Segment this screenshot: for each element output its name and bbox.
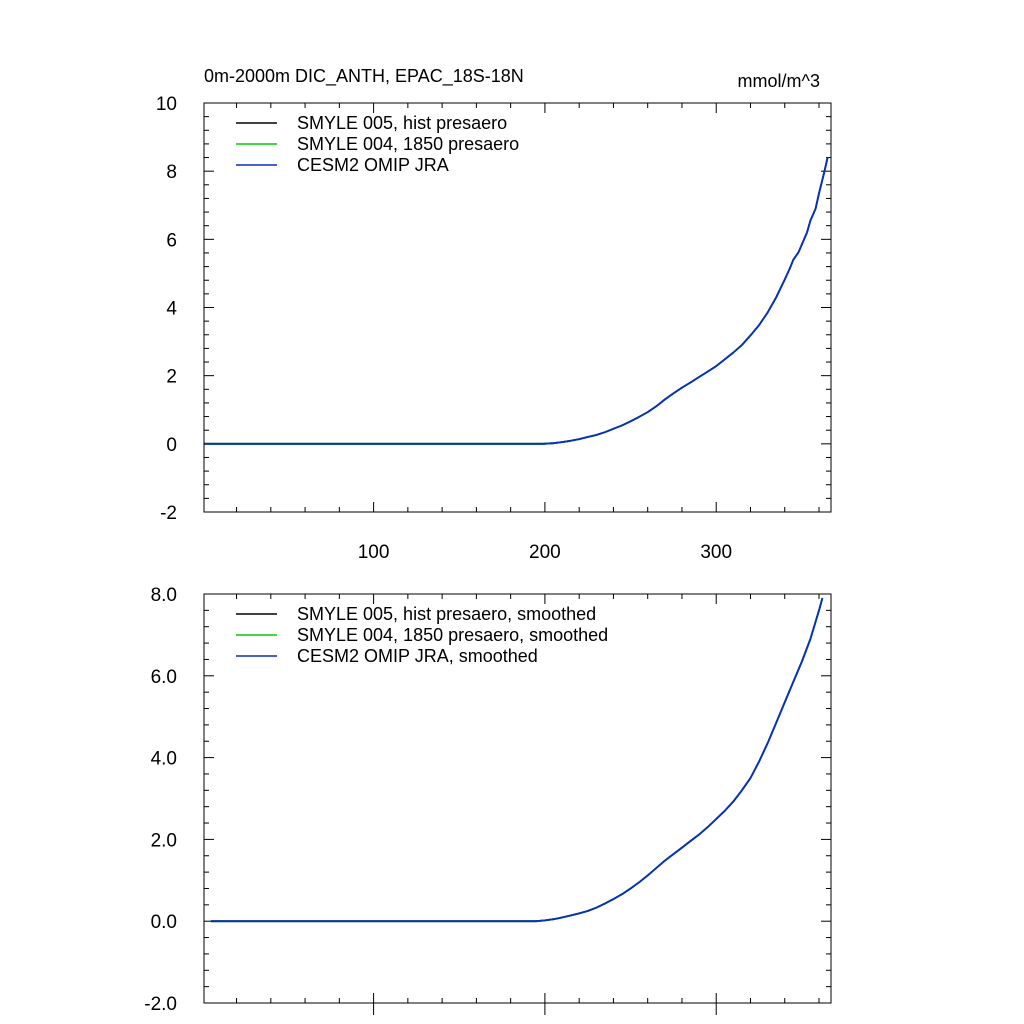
x-tick-label: 200 — [529, 542, 561, 563]
y-tick-label: 2.0 — [151, 830, 177, 851]
series-line-3 — [210, 597, 824, 923]
y-tick-label: 0 — [166, 435, 177, 456]
y-tick-label: 4 — [166, 299, 177, 320]
y-tick-label: 2 — [166, 367, 177, 388]
y-tick-label: -2.0 — [144, 994, 177, 1015]
y-tick-label: 6.0 — [151, 667, 177, 688]
series-line-2 — [204, 157, 829, 445]
bottom-chart-panel: -2.0 0.0 2.0 4.0 6.0 8.0 SMYLE 005, hist pres… — [144, 585, 832, 1015]
x-tick-label: 300 — [700, 542, 732, 563]
chart-units: mmol/m^3 — [738, 71, 820, 91]
bottom-tick-labels: -2.0 0.0 2.0 4.0 6.0 8.0 — [144, 585, 177, 1015]
y-tick-label: -2 — [160, 503, 177, 524]
bottom-series-group — [210, 597, 824, 923]
legend-label: SMYLE 004, 1850 presaero, smoothed — [297, 625, 608, 645]
y-tick-label: 6 — [166, 230, 177, 251]
legend-label: SMYLE 005, hist presaero — [297, 113, 507, 133]
y-tick-label: 4.0 — [151, 749, 177, 770]
chart-title: 0m-2000m DIC_ANTH, EPAC_18S-18N — [204, 66, 524, 87]
series-line-1 — [204, 157, 829, 445]
top-plot-frame — [203, 102, 832, 513]
legend-label: SMYLE 004, 1850 presaero — [297, 134, 519, 154]
y-tick-label: 8.0 — [151, 585, 177, 606]
y-tick-label: 0.0 — [151, 912, 177, 933]
y-tick-label: 8 — [166, 162, 177, 183]
x-tick-label: 100 — [358, 542, 390, 563]
series-line-3 — [204, 157, 829, 445]
top-chart-panel: 0m-2000m DIC_ANTH, EPAC_18S-18N mmol/m^3… — [156, 66, 832, 563]
bottom-legend: SMYLE 005, hist presaero, smoothedSMYLE … — [236, 604, 608, 666]
top-series-group — [204, 157, 829, 445]
y-tick-label: 10 — [156, 94, 177, 115]
top-tick-labels: -2 0 2 4 6 8 10 100 200 300 — [156, 94, 732, 563]
legend-label: SMYLE 005, hist presaero, smoothed — [297, 604, 596, 624]
legend-label: CESM2 OMIP JRA — [297, 155, 449, 175]
legend-label: CESM2 OMIP JRA, smoothed — [297, 646, 538, 666]
bottom-plot-frame — [203, 593, 832, 1004]
